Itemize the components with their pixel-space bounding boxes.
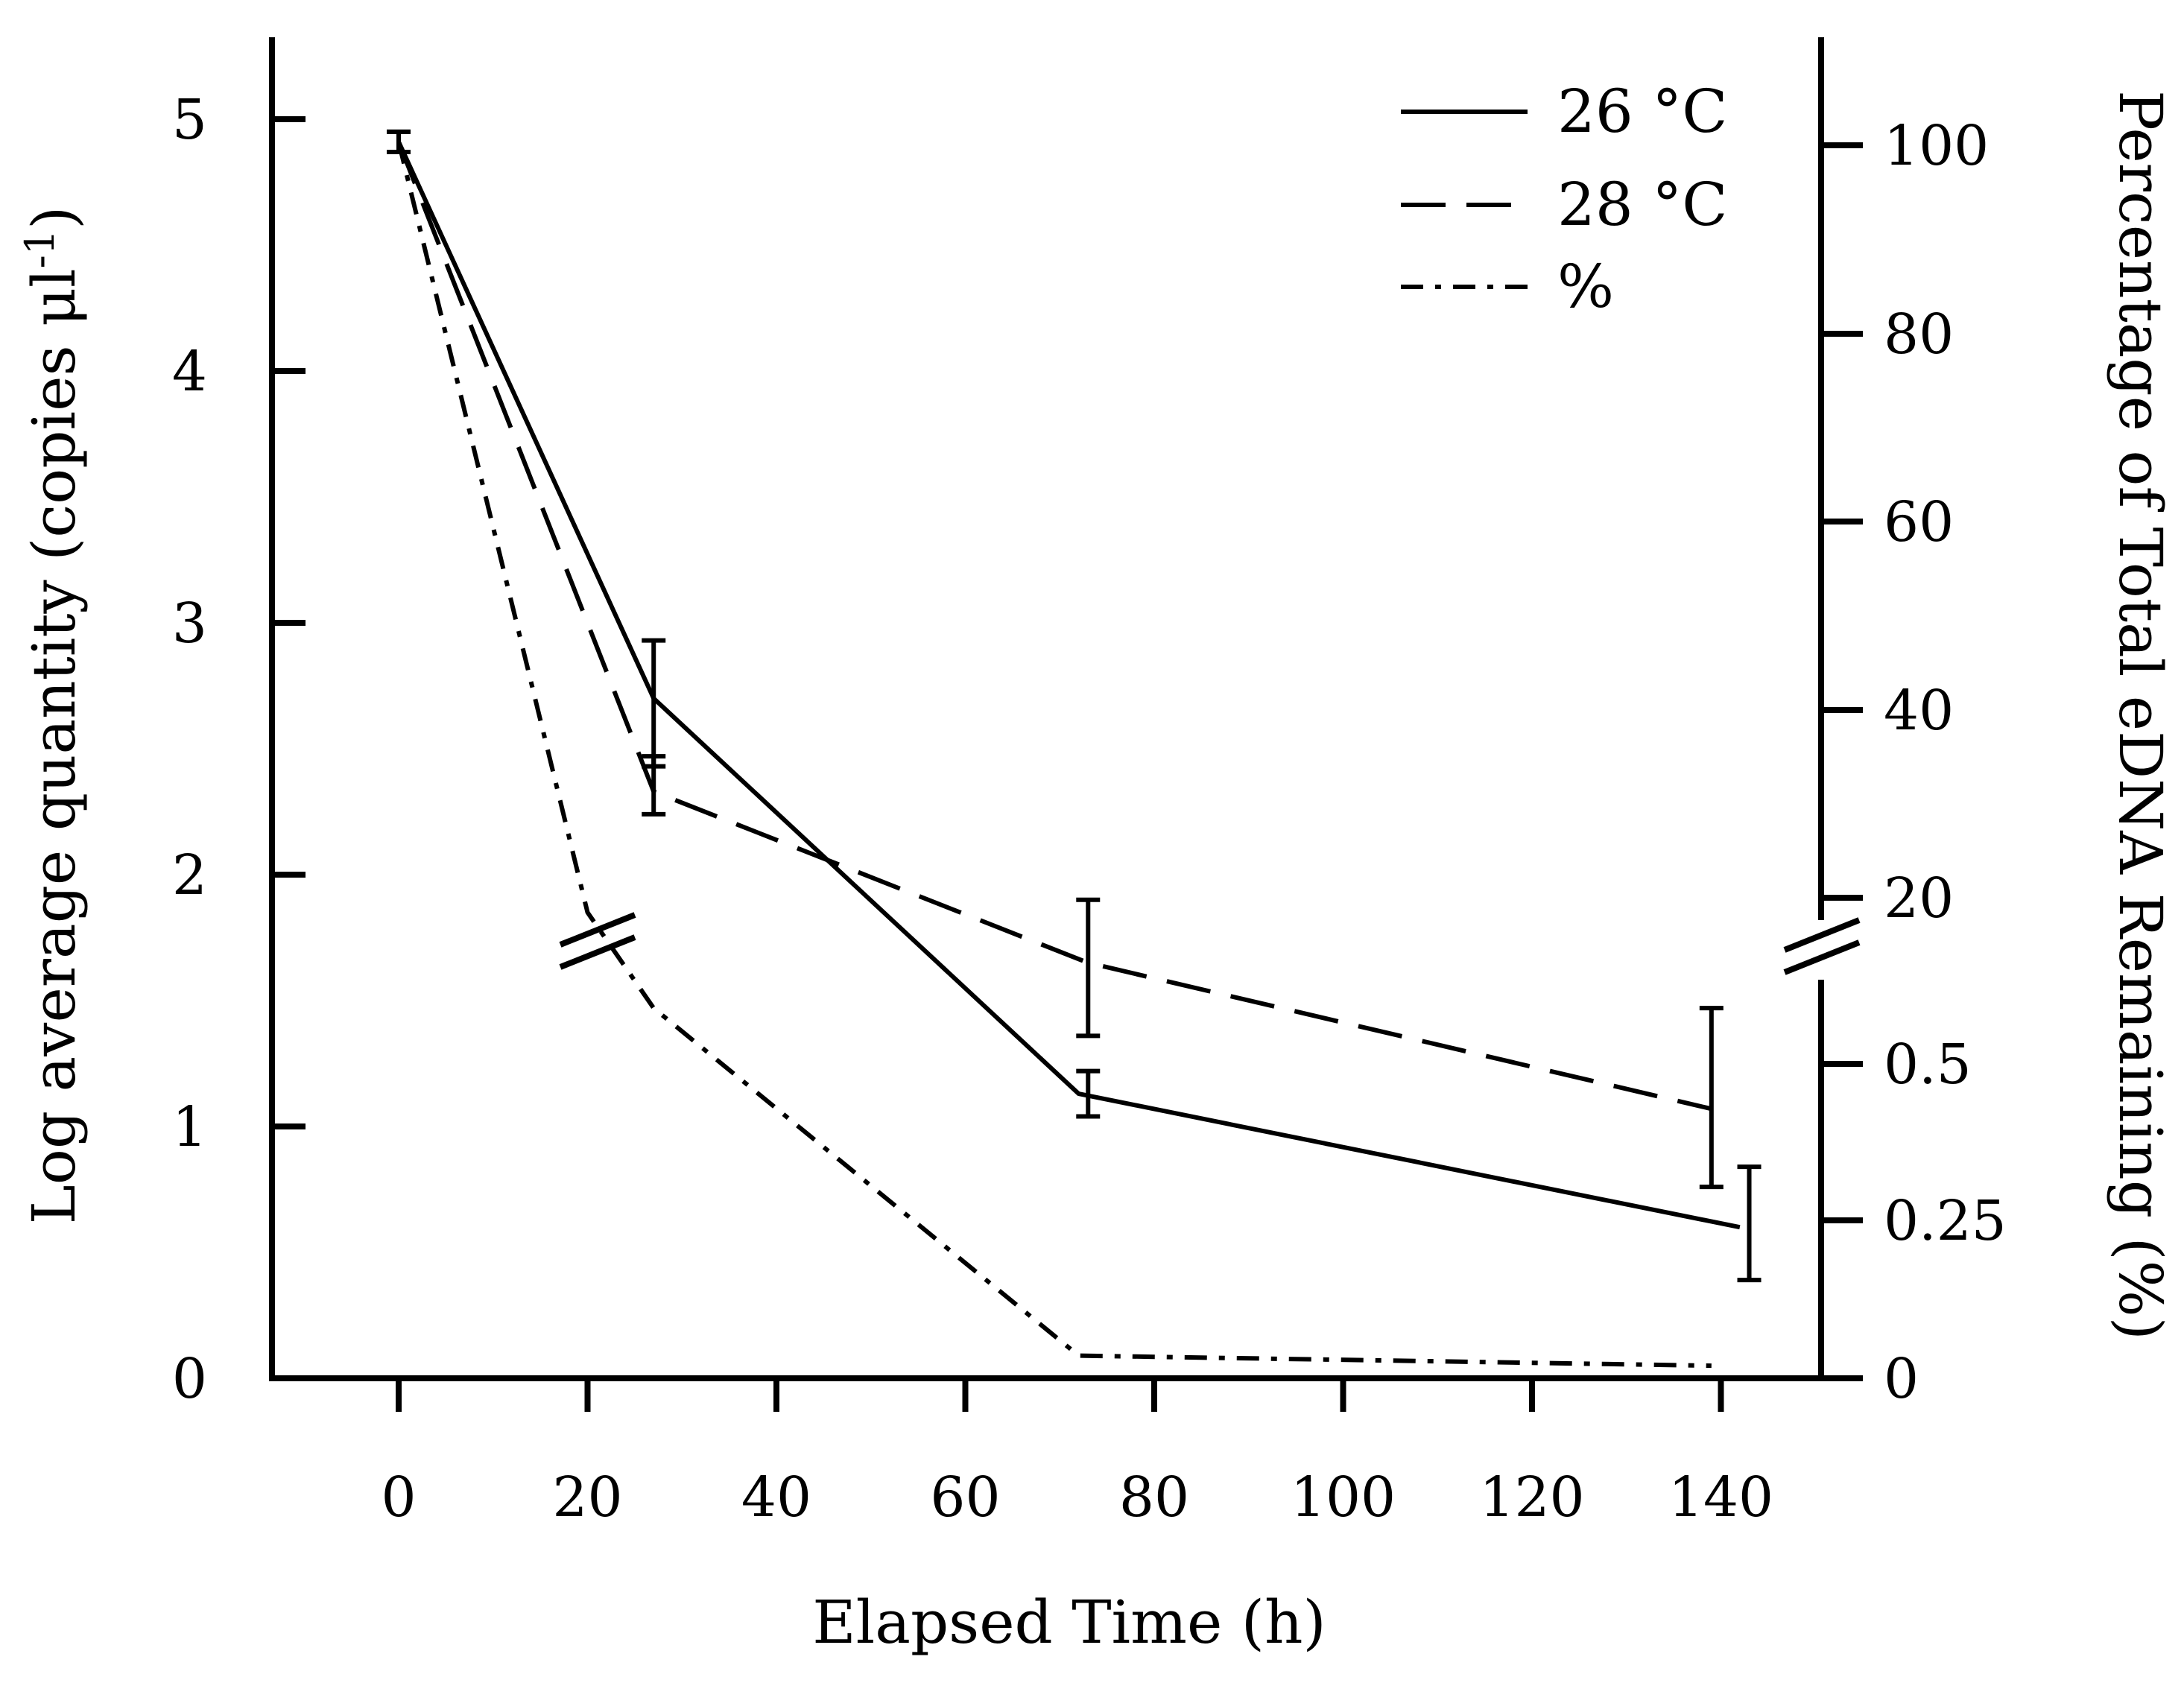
y-left-tick-label-4: 4 xyxy=(172,340,207,404)
y-left-tick-label-5: 5 xyxy=(172,88,207,152)
y-right-tick-label-0: 0 xyxy=(1884,1347,1919,1411)
error-bar-0-3 xyxy=(1737,1164,1762,1283)
y-right-tick-label-100: 100 xyxy=(1884,114,1989,178)
y-left-tick-label-2: 2 xyxy=(172,843,207,907)
y-left-tick-label-0: 0 xyxy=(172,1347,207,1411)
x-tick-label-140: 140 xyxy=(1668,1465,1773,1530)
series-line-0 xyxy=(396,141,1741,1230)
y-right-axis-title: Percentage of Total eDNA Remaining (%) xyxy=(2106,90,2175,1340)
error-bar-1-1 xyxy=(642,754,666,817)
series-line-1 xyxy=(396,141,1712,1112)
y-right-tick-label-40: 40 xyxy=(1884,679,1954,743)
x-ticks: 0 20 40 60 80 100 120 140 xyxy=(381,1378,1773,1530)
y-right-ticks: 0 0.25 0.5 20 40 60 80 100 xyxy=(1821,114,2007,1411)
error-bar-1-2 xyxy=(1076,897,1101,1039)
legend-label-28c: 28 °C xyxy=(1557,170,1727,239)
series-line-2 xyxy=(396,141,1712,1369)
y-right-tick-label-0.25: 0.25 xyxy=(1884,1189,2007,1253)
x-tick-label-80: 80 xyxy=(1119,1465,1189,1530)
legend: 26 °C 28 °C % xyxy=(1401,77,1727,321)
legend-label-percent: % xyxy=(1557,252,1614,321)
y-right-tick-label-80: 80 xyxy=(1884,302,1954,367)
y-left-tick-label-1: 1 xyxy=(172,1095,207,1159)
percent-series-break xyxy=(559,912,636,970)
x-tick-label-100: 100 xyxy=(1291,1465,1396,1530)
y-right-tick-label-0.5: 0.5 xyxy=(1884,1033,1972,1097)
x-tick-label-0: 0 xyxy=(381,1465,416,1530)
right-axis-break xyxy=(1783,917,1861,975)
legend-label-26c: 26 °C xyxy=(1557,77,1727,146)
x-axis-title: Elapsed Time (h) xyxy=(812,1588,1326,1657)
error-bar-1-3 xyxy=(1699,1006,1724,1190)
error-bar-0-2 xyxy=(1076,1068,1101,1119)
x-tick-label-120: 120 xyxy=(1479,1465,1584,1530)
y-right-tick-label-60: 60 xyxy=(1884,490,1954,554)
y-left-axis-title-sup: -1 xyxy=(16,229,63,269)
x-tick-label-40: 40 xyxy=(741,1465,811,1530)
y-left-ticks: 0 1 2 3 4 5 xyxy=(172,88,306,1411)
x-tick-label-20: 20 xyxy=(552,1465,622,1530)
x-tick-label-60: 60 xyxy=(930,1465,1000,1530)
y-left-axis-title: Log average quantity (copies μl-1) xyxy=(16,206,89,1225)
y-right-tick-label-20: 20 xyxy=(1884,866,1954,931)
series-group xyxy=(387,129,1762,1369)
y-left-tick-label-3: 3 xyxy=(172,592,207,656)
